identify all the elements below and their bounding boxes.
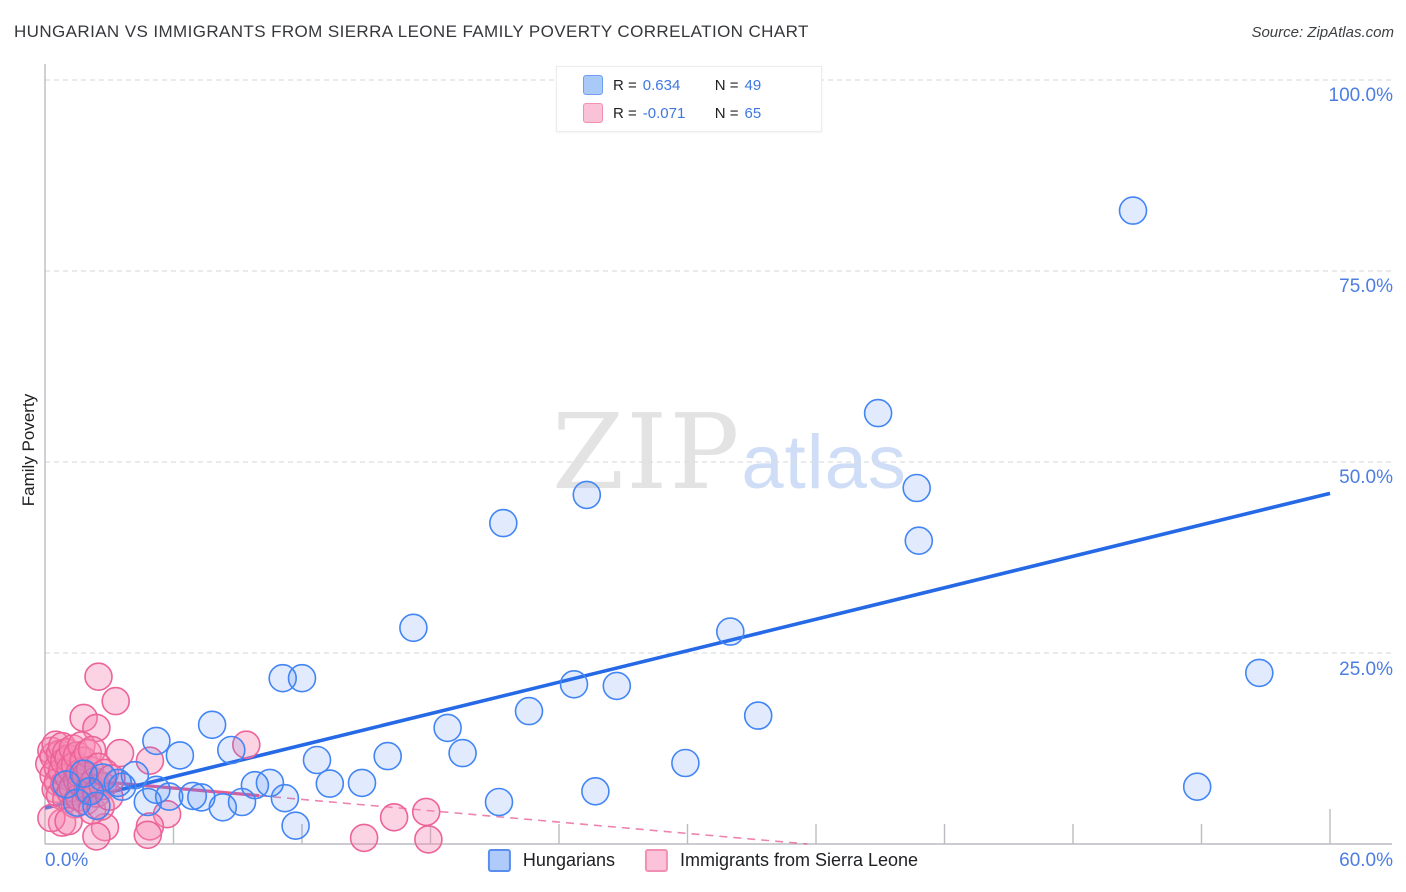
sierra-leone-point[interactable] — [105, 738, 135, 768]
y-axis-title: Family Poverty — [19, 393, 38, 507]
hungarians-point[interactable] — [347, 768, 377, 798]
sierra-leone-point[interactable] — [414, 825, 443, 854]
n-label: N = — [714, 76, 739, 94]
n-label: N = — [714, 104, 739, 122]
hungarians-trendline — [44, 491, 1331, 810]
legend-label: Hungarians — [522, 850, 615, 870]
hungarians-point[interactable] — [484, 787, 514, 817]
stats-row-sierra-leone: R = -0.071 N = 65 — [557, 102, 821, 125]
stats-row-hungarians: R = 0.634 N = 49 — [557, 74, 821, 97]
sierra-leone-point[interactable] — [82, 822, 111, 851]
sierra-leone-legend-swatch-icon — [644, 849, 668, 872]
hungarians-point[interactable] — [197, 710, 227, 740]
x-axis-min-label: 0.0% — [45, 850, 89, 871]
hungarians-point[interactable] — [863, 398, 893, 428]
hungarians-point[interactable] — [602, 671, 632, 701]
source-attribution: Source: ZipAtlas.com — [1251, 24, 1394, 41]
hungarians-point[interactable] — [1245, 658, 1274, 688]
hungarians-point[interactable] — [904, 526, 934, 556]
sierra-leone-point[interactable] — [232, 730, 261, 760]
sierra-leone-point[interactable] — [54, 806, 83, 836]
legend-item-hungarians: Hungarians — [487, 849, 615, 872]
sierra-leone-point[interactable] — [37, 803, 66, 833]
n-value: 65 — [744, 104, 762, 122]
sierra-leone-point[interactable] — [84, 662, 113, 692]
sierra-leone-point[interactable] — [349, 823, 379, 853]
hungarians-point[interactable] — [433, 713, 462, 743]
hungarians-point[interactable] — [165, 741, 195, 770]
x-axis-max-label: 60.0% — [1339, 850, 1393, 871]
hungarians-point[interactable] — [1182, 772, 1212, 802]
r-label: R = — [613, 104, 637, 122]
hungarians-point[interactable] — [240, 770, 270, 800]
legend-label: Immigrants from Sierra Leone — [679, 850, 919, 870]
series-legend: Hungarians Immigrants from Sierra Leone — [487, 849, 919, 872]
hungarians-point[interactable] — [488, 508, 518, 538]
hungarians-point[interactable] — [82, 791, 111, 821]
y-tick-label-100: 100.0% — [1328, 85, 1393, 106]
hungarians-point[interactable] — [302, 745, 332, 775]
hungarians-point[interactable] — [572, 480, 602, 510]
hungarians-point[interactable] — [559, 669, 589, 699]
page-title: HUNGARIAN VS IMMIGRANTS FROM SIERRA LEON… — [14, 22, 809, 41]
n-value: 49 — [744, 76, 762, 94]
sierra-leone-point[interactable] — [133, 820, 163, 850]
hungarians-point[interactable] — [120, 760, 150, 790]
y-tick-label-50: 50.0% — [1339, 467, 1393, 488]
hungarians-point[interactable] — [514, 696, 544, 726]
hungarians-point[interactable] — [255, 768, 285, 798]
y-tick-label-25: 25.0% — [1339, 659, 1393, 680]
hungarians-legend-swatch-icon — [487, 849, 511, 872]
sierra-leone-color-swatch-icon — [583, 103, 603, 123]
hungarians-point[interactable] — [208, 792, 238, 822]
hungarians-point[interactable] — [52, 770, 81, 799]
sierra-leone-point[interactable] — [411, 797, 441, 827]
hungarians-point[interactable] — [448, 738, 477, 768]
r-value: -0.071 — [642, 104, 686, 122]
hungarians-point[interactable] — [373, 741, 403, 771]
hungarians-point[interactable] — [287, 663, 317, 693]
hungarians-point[interactable] — [715, 617, 745, 646]
hungarians-point[interactable] — [399, 613, 428, 643]
sierra-leone-trendline-extrapolated — [259, 794, 808, 845]
hungarians-point[interactable] — [1118, 196, 1148, 225]
hungarians-point[interactable] — [270, 783, 300, 813]
hungarians-point[interactable] — [315, 769, 345, 798]
hungarians-point[interactable] — [902, 473, 932, 503]
sierra-leone-point[interactable] — [101, 686, 130, 716]
correlation-stats-box: R = 0.634 N = 49 R = -0.071 N = 65 — [556, 66, 822, 132]
r-value: 0.634 — [642, 76, 681, 94]
hungarians-point[interactable] — [281, 811, 310, 841]
hungarians-point[interactable] — [178, 781, 208, 811]
hungarians-point[interactable] — [103, 768, 133, 798]
hungarians-point[interactable] — [581, 776, 610, 806]
hungarians-point[interactable] — [142, 726, 171, 756]
hungarians-point[interactable] — [743, 701, 773, 730]
hungarians-point[interactable] — [671, 748, 700, 778]
y-tick-label-75: 75.0% — [1339, 276, 1393, 297]
hungarians-point[interactable] — [217, 735, 246, 765]
r-label: R = — [613, 76, 637, 94]
hungarians-point[interactable] — [154, 782, 184, 811]
sierra-leone-point[interactable] — [379, 802, 409, 832]
legend-item-sierra-leone: Immigrants from Sierra Leone — [644, 849, 919, 872]
hungarians-point[interactable] — [142, 775, 171, 805]
hungarians-color-swatch-icon — [583, 75, 603, 95]
